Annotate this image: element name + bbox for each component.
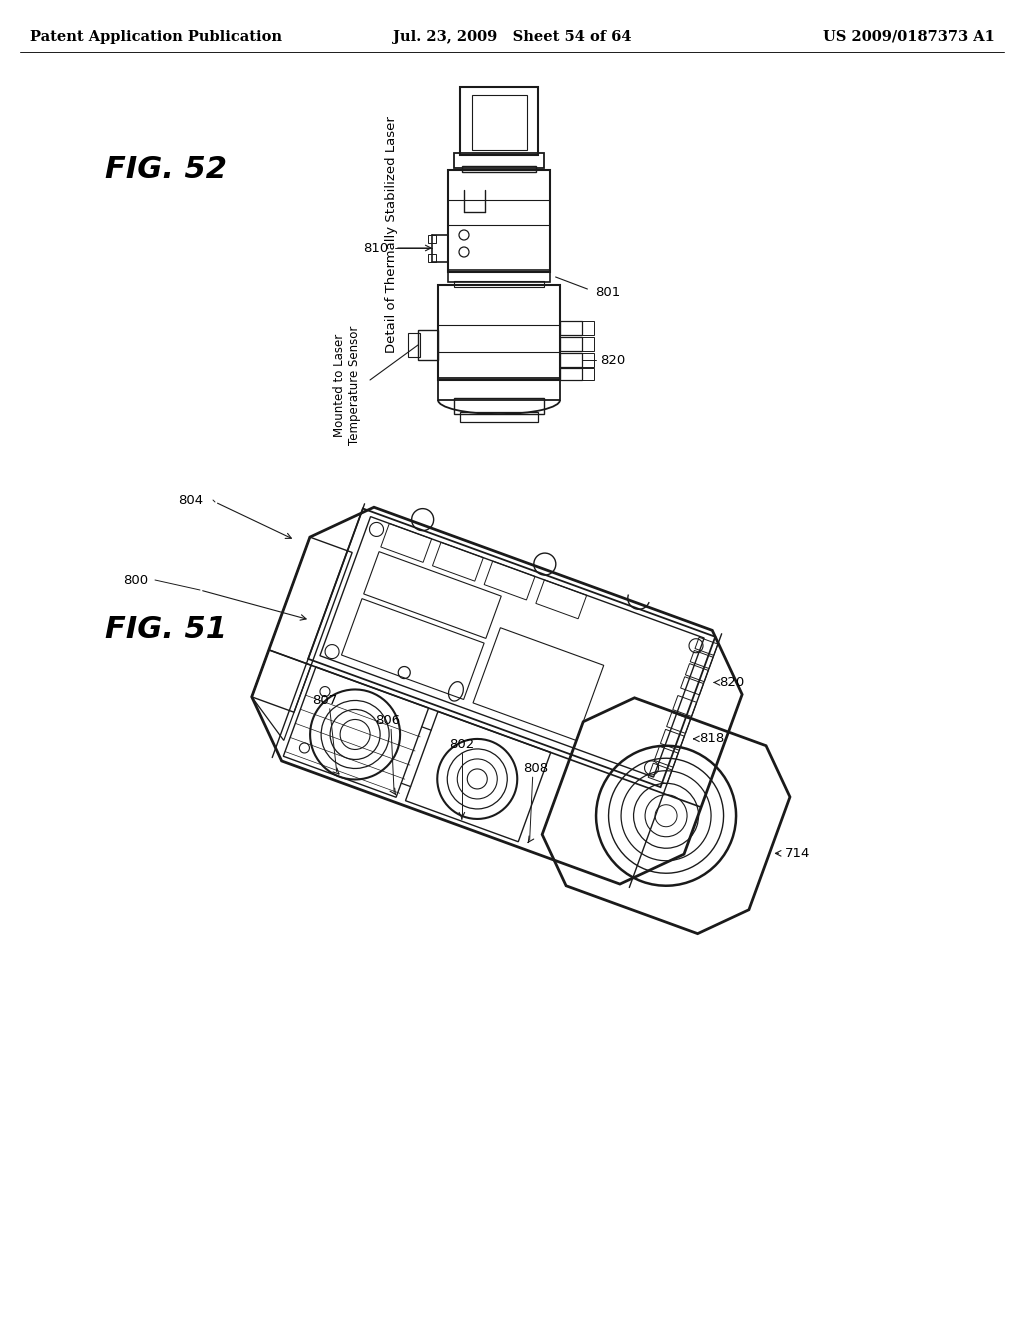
- Bar: [560, 321, 582, 335]
- Text: 808: 808: [523, 762, 548, 775]
- Text: 804: 804: [178, 494, 203, 507]
- Text: Patent Application Publication: Patent Application Publication: [30, 30, 282, 44]
- Text: 810: 810: [362, 242, 388, 255]
- Bar: [472, 95, 527, 150]
- Bar: [454, 153, 544, 168]
- Text: 820: 820: [600, 354, 626, 367]
- Bar: [449, 271, 550, 282]
- Text: Jul. 23, 2009   Sheet 54 of 64: Jul. 23, 2009 Sheet 54 of 64: [393, 30, 631, 44]
- Bar: [462, 166, 536, 172]
- Text: Temperature Sensor: Temperature Sensor: [348, 325, 361, 445]
- Text: Detail of Thermally Stabilized Laser: Detail of Thermally Stabilized Laser: [385, 116, 398, 354]
- Text: 800: 800: [123, 573, 148, 586]
- Text: US 2009/0187373 A1: US 2009/0187373 A1: [823, 30, 995, 44]
- Text: 801: 801: [595, 285, 621, 298]
- Text: FIG. 51: FIG. 51: [105, 615, 227, 644]
- Text: FIG. 52: FIG. 52: [105, 156, 227, 185]
- Bar: [582, 368, 594, 380]
- Bar: [438, 285, 560, 380]
- Text: Mounted to Laser: Mounted to Laser: [333, 334, 346, 437]
- Bar: [428, 253, 436, 261]
- Bar: [582, 337, 594, 351]
- Text: 802: 802: [450, 738, 474, 751]
- Bar: [460, 87, 538, 154]
- Text: 818: 818: [698, 733, 724, 746]
- Bar: [560, 337, 582, 351]
- Bar: [560, 368, 582, 380]
- Bar: [428, 235, 436, 243]
- Bar: [460, 412, 538, 422]
- Bar: [582, 321, 594, 335]
- Bar: [560, 352, 582, 367]
- Bar: [454, 281, 544, 286]
- Bar: [438, 378, 560, 400]
- Bar: [418, 330, 438, 360]
- Text: 806: 806: [376, 714, 400, 727]
- Bar: [582, 352, 594, 367]
- Text: 820: 820: [719, 676, 744, 689]
- Bar: [454, 399, 544, 414]
- Text: 714: 714: [784, 847, 810, 859]
- Bar: [408, 333, 420, 356]
- Text: 807: 807: [312, 694, 337, 706]
- Bar: [449, 170, 550, 272]
